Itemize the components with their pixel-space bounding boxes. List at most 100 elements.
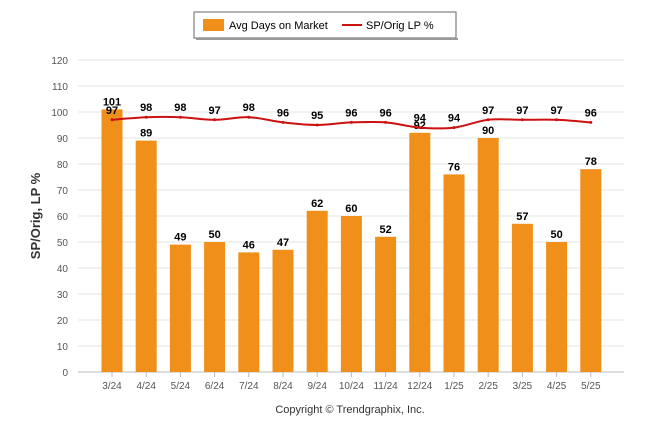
bar xyxy=(101,109,123,373)
line-point xyxy=(486,118,490,122)
bar xyxy=(238,252,260,372)
line-point xyxy=(384,120,388,124)
legend-swatch-bar xyxy=(203,19,224,31)
y-tick-label: 80 xyxy=(57,160,69,171)
bar-value-label: 90 xyxy=(482,125,494,137)
y-tick-label: 40 xyxy=(57,264,69,275)
x-tick-label: 3/25 xyxy=(513,381,533,392)
line-point xyxy=(418,126,422,130)
x-tick-label: 1/25 xyxy=(444,381,464,392)
line-value-label: 96 xyxy=(585,107,597,119)
line-point xyxy=(178,115,182,119)
bar xyxy=(546,242,568,372)
bar xyxy=(135,140,157,372)
bar-value-label: 46 xyxy=(243,239,255,251)
bar-value-label: 89 xyxy=(140,128,152,140)
y-tick-label: 90 xyxy=(57,134,69,145)
line-point xyxy=(589,120,593,124)
bar xyxy=(204,242,226,372)
bar-value-label: 50 xyxy=(208,229,220,241)
x-tick-label: 10/24 xyxy=(339,381,364,392)
bar-value-label: 78 xyxy=(585,156,597,168)
line-value-label: 97 xyxy=(516,105,528,117)
line-point xyxy=(213,118,217,122)
bar-value-label: 49 xyxy=(174,232,186,244)
x-tick-label: 12/24 xyxy=(407,381,432,392)
line-value-label: 94 xyxy=(448,113,461,125)
y-tick-label: 60 xyxy=(57,212,69,223)
y-tick-label: 70 xyxy=(57,186,69,197)
legend-label-line: SP/Orig LP % xyxy=(366,20,434,32)
line-value-label: 97 xyxy=(208,105,220,117)
line-value-label: 98 xyxy=(140,102,152,114)
legend-box xyxy=(193,11,457,39)
x-tick-label: 4/24 xyxy=(136,381,156,392)
line-point xyxy=(315,123,319,127)
bar xyxy=(511,223,533,372)
line-point xyxy=(520,118,524,122)
bar xyxy=(306,210,328,372)
bar-value-label: 101 xyxy=(103,96,121,108)
bar xyxy=(340,216,362,372)
line-value-label: 96 xyxy=(345,107,357,119)
x-tick-label: 5/25 xyxy=(581,381,601,392)
line-value-label: 98 xyxy=(174,102,186,114)
bar-value-label: 52 xyxy=(379,224,391,236)
x-tick-label: 9/24 xyxy=(307,381,327,392)
x-tick-label: 5/24 xyxy=(171,381,191,392)
x-tick-label: 3/24 xyxy=(102,381,122,392)
bar-value-label: 50 xyxy=(550,229,562,241)
x-axis-ticks: 3/24 4/24 5/24 6/24 7/24 8/24 9/24 10/24 11/24 12… xyxy=(102,372,601,392)
y-tick-label: 20 xyxy=(57,316,69,327)
y-tick-label: 120 xyxy=(51,56,68,67)
gridlines xyxy=(78,59,624,373)
y-tick-label: 0 xyxy=(62,368,68,379)
bar-value-label: 76 xyxy=(448,161,460,173)
bar-value-label: 60 xyxy=(345,203,357,215)
line-point xyxy=(349,120,353,124)
x-tick-label: 11/24 xyxy=(373,381,398,392)
legend-shadow xyxy=(196,38,458,40)
bar xyxy=(477,138,499,372)
x-tick-label: 7/24 xyxy=(239,381,259,392)
line-series: 97 98 98 97 98 96 95 96 96 94 94 97 97 97 96 xyxy=(106,102,597,130)
x-tick-label: 2/25 xyxy=(478,381,498,392)
bar xyxy=(375,236,397,372)
bar xyxy=(169,244,191,372)
copyright-footer: Copyright © Trendgraphix, Inc. xyxy=(275,404,424,416)
line-value-label: 97 xyxy=(550,105,562,117)
line-point xyxy=(110,118,114,122)
line-point xyxy=(247,115,251,119)
line-point xyxy=(144,115,148,119)
bar xyxy=(272,249,294,372)
line-point xyxy=(555,118,559,122)
line-point xyxy=(452,126,456,130)
x-tick-label: 8/24 xyxy=(273,381,293,392)
y-tick-label: 110 xyxy=(52,82,68,93)
legend: Avg Days on Market SP/Orig LP % xyxy=(193,11,458,40)
bar-value-label: 47 xyxy=(277,237,289,249)
line-value-label: 96 xyxy=(379,107,391,119)
y-tick-label: 100 xyxy=(51,108,68,119)
line-value-label: 94 xyxy=(414,113,427,125)
bar xyxy=(580,169,602,372)
bar-value-label: 62 xyxy=(311,198,323,210)
x-tick-label: 6/24 xyxy=(205,381,225,392)
bar xyxy=(443,174,465,372)
line-value-label: 97 xyxy=(106,105,118,117)
y-tick-label: 50 xyxy=(57,238,69,249)
y-axis-ticks: 0 10 20 30 40 50 60 70 80 90 100 110 120 xyxy=(51,56,68,379)
line-value-label: 95 xyxy=(311,110,323,122)
line-value-label: 98 xyxy=(243,102,255,114)
y-axis-label: SP/Orig, LP % xyxy=(28,172,43,259)
x-tick-label: 4/25 xyxy=(547,381,567,392)
y-tick-label: 10 xyxy=(57,342,69,353)
legend-label-bar: Avg Days on Market xyxy=(229,20,328,32)
line-point xyxy=(281,120,285,124)
bar xyxy=(409,132,431,372)
line-value-label: 96 xyxy=(277,107,289,119)
bar-value-label: 57 xyxy=(516,211,528,223)
y-tick-label: 30 xyxy=(57,290,69,301)
